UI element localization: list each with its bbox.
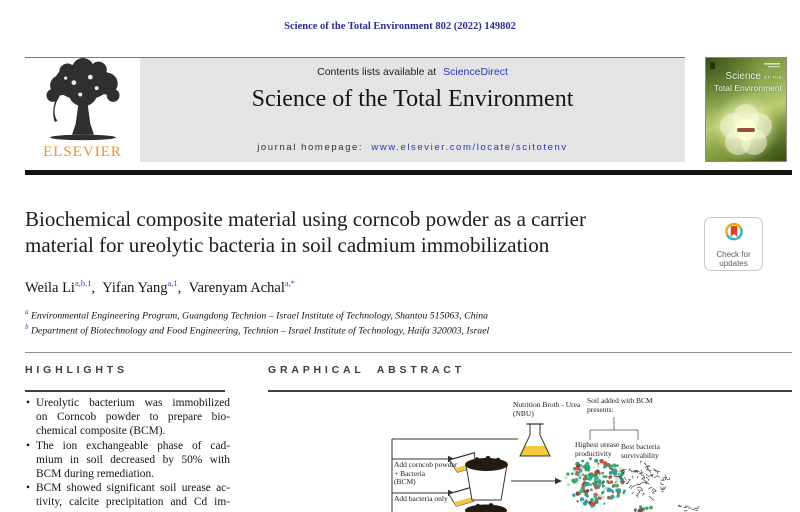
author[interactable]: Weila Lia,b,1 — [25, 278, 92, 296]
bracket — [589, 417, 639, 440]
highlight-line: mium in soil decreased by 50% with — [36, 453, 230, 466]
survivability-label: Best bacteria survivability — [621, 442, 660, 460]
cover-title-total-environment: Total Environment — [713, 83, 782, 93]
highlights-heading: HIGHLIGHTS — [25, 364, 128, 376]
homepage-prefix: journal homepage: — [257, 142, 364, 153]
elsevier-wordmark: ELSEVIER — [43, 144, 122, 160]
author-separator: , — [91, 279, 96, 296]
masthead-divider — [25, 170, 792, 175]
nbu-label: Nutrition Broth - Urea (NBU) — [513, 400, 581, 418]
add-bcm-label: Add corncob powder + Bacteria (BCM) — [394, 460, 458, 486]
contents-line: Contents lists available at ScienceDirec… — [140, 66, 685, 78]
crossmark-icon — [724, 222, 743, 241]
connector-lines — [391, 438, 555, 512]
soil-bucket-1 — [465, 455, 508, 501]
homepage-line: journal homepage: www.elsevier.com/locat… — [140, 142, 685, 153]
journal-reference: Science of the Total Environment 802 (20… — [284, 21, 516, 32]
article-title: Biochemical composite material using cor… — [25, 207, 586, 258]
elsevier-tree-icon — [45, 58, 120, 141]
soil-bucket-2 — [465, 503, 507, 512]
graphical-abstract-heading: GRAPHICAL ABSTRACT — [268, 364, 465, 376]
highlight-line: Ureolytic bacterium was immobilized — [36, 397, 230, 409]
highlights-underline — [25, 390, 225, 392]
soil-bcm-label: Soil added with BCM presents: — [587, 396, 653, 414]
graphical-abstract-underline — [268, 390, 792, 392]
bacteria-network — [613, 460, 670, 501]
author[interactable]: Varenyam Achala,* — [188, 278, 296, 296]
affiliation-a: a Environmental Engineering Program, Gua… — [25, 308, 489, 322]
cover-title: Science OF THE Total Environment — [713, 71, 782, 94]
highlights-list: Ureolytic bacterium was immobilized on C… — [25, 397, 230, 511]
cover-flower-icon — [710, 62, 780, 155]
urease-label: Highest urease productivity — [575, 440, 620, 458]
cover-title-ofthe: OF THE — [763, 75, 782, 80]
elsevier-logo[interactable]: ELSEVIER — [25, 58, 140, 162]
highlight-line: BCM during remediation. — [36, 467, 155, 480]
add-bacteria-label: Add bacteria only — [394, 494, 448, 503]
cover-title-science: Science — [725, 71, 761, 82]
author-line: Weila Lia,b,1, Yifan Yanga,1, Varenyam A… — [25, 278, 295, 297]
masthead-journal-title: Science of the Total Environment — [251, 86, 574, 112]
truncated-legend-specks — [634, 505, 653, 512]
highlight-line: chemical composite (BCM). — [36, 425, 166, 438]
highlight-item: Ureolytic bacterium was immobilized on C… — [25, 397, 230, 440]
contents-prefix: Contents lists available at — [317, 66, 437, 78]
affiliations: a Environmental Engineering Program, Gua… — [25, 307, 489, 337]
truncated-legend-text — [677, 504, 700, 512]
flask-icon — [519, 423, 551, 457]
affiliation-b: b Department of Biotechnology and Food E… — [25, 322, 490, 337]
graphical-abstract-figure: Nutrition Broth - Urea (NBU) Add corncob… — [255, 393, 800, 512]
highlight-line: The ion exchangeable phase of cad- — [36, 439, 230, 452]
highlight-line: BCM showed significant soil urease ac- — [36, 482, 230, 495]
author[interactable]: Yifan Yanga,1 — [102, 278, 178, 296]
highlight-item: The ion exchangeable phase of cad- mium … — [25, 440, 230, 483]
sciencedirect-link[interactable]: ScienceDirect — [443, 66, 508, 78]
article-title-line2: material for ureolytic bacteria in soil … — [25, 232, 550, 257]
highlight-line: tivity, calcite precipitation and Cd im- — [36, 496, 230, 509]
section-divider — [25, 352, 792, 353]
bcm-soil-cluster — [564, 457, 626, 508]
article-title-line1: Biochemical composite material using cor… — [25, 207, 586, 231]
highlight-line: on Corncob powder to prepare bio- — [36, 411, 230, 424]
author-separator: , — [177, 279, 182, 296]
masthead: Contents lists available at ScienceDirec… — [140, 58, 685, 162]
crossmark-label: Check for updates — [716, 250, 751, 268]
crossmark-badge[interactable]: Check for updates — [704, 217, 763, 271]
top-rule — [25, 57, 685, 58]
highlight-item: BCM showed significant soil urease ac- t… — [25, 482, 230, 510]
graphical-abstract-drawing — [391, 417, 700, 512]
homepage-link[interactable]: www.elsevier.com/locate/scitotenv — [371, 142, 568, 153]
journal-cover-thumbnail[interactable]: Science OF THE Total Environment — [705, 57, 787, 162]
